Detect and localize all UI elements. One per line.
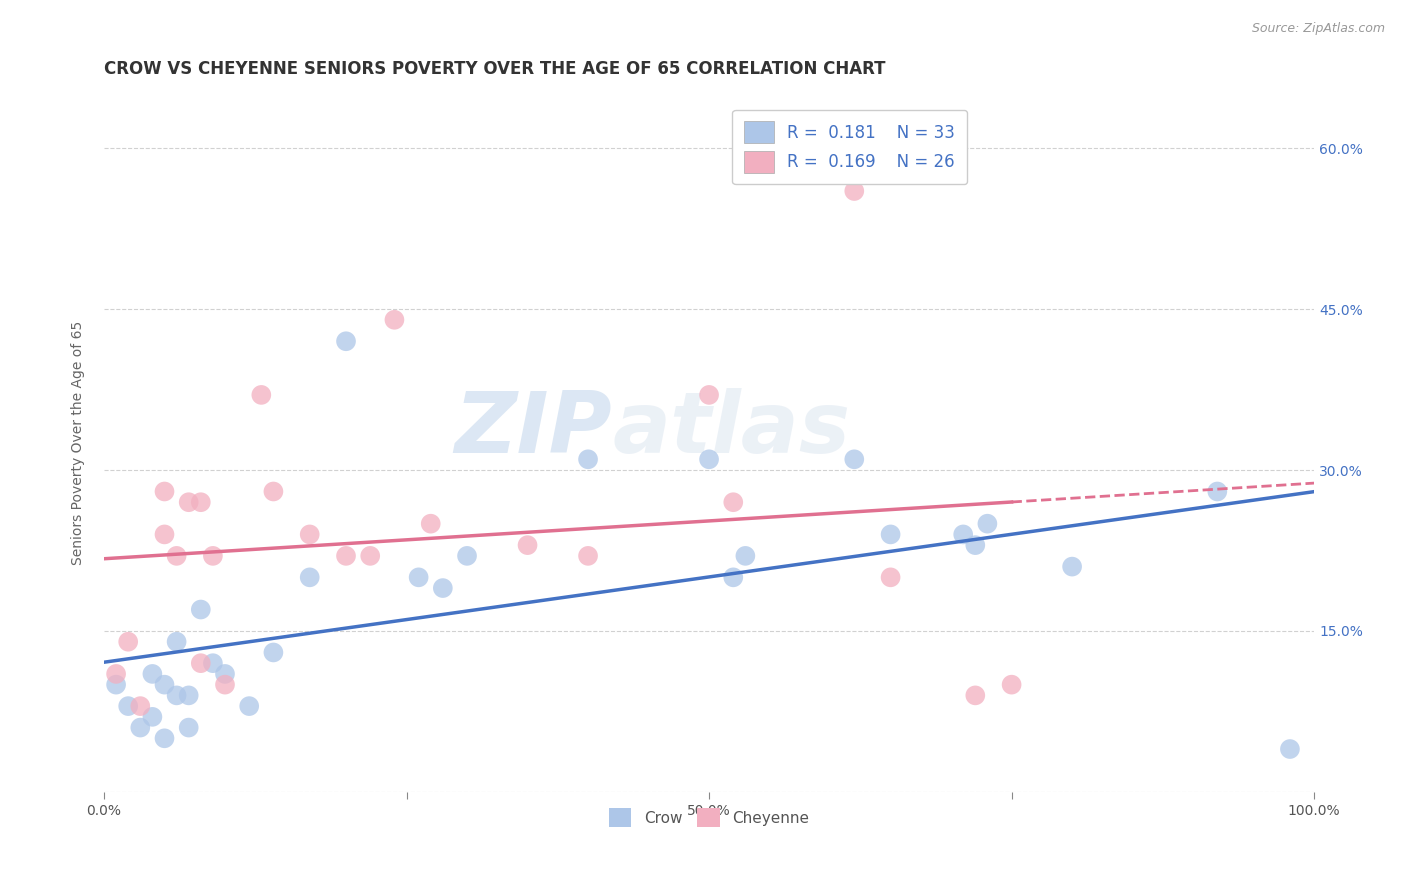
Point <box>177 721 200 735</box>
Point <box>298 570 321 584</box>
Point <box>141 667 163 681</box>
Text: Source: ZipAtlas.com: Source: ZipAtlas.com <box>1251 22 1385 36</box>
Point <box>117 699 139 714</box>
Point <box>844 452 866 467</box>
Point <box>153 731 176 746</box>
Point <box>166 634 188 648</box>
Point <box>105 678 128 692</box>
Point <box>723 495 745 509</box>
Point <box>298 527 321 541</box>
Point <box>952 527 974 541</box>
Text: CROW VS CHEYENNE SENIORS POVERTY OVER THE AGE OF 65 CORRELATION CHART: CROW VS CHEYENNE SENIORS POVERTY OVER TH… <box>104 60 886 78</box>
Point <box>153 678 176 692</box>
Point <box>141 710 163 724</box>
Point <box>201 549 224 563</box>
Point <box>359 549 381 563</box>
Point <box>105 667 128 681</box>
Point <box>965 538 987 552</box>
Point <box>1278 742 1301 756</box>
Point <box>153 484 176 499</box>
Y-axis label: Seniors Poverty Over the Age of 65: Seniors Poverty Over the Age of 65 <box>72 321 86 566</box>
Point <box>384 313 406 327</box>
Point <box>879 527 901 541</box>
Point <box>214 667 236 681</box>
Point <box>335 334 357 349</box>
Point <box>262 484 284 499</box>
Point <box>419 516 441 531</box>
Point <box>879 570 901 584</box>
Legend: Crow, Cheyenne: Crow, Cheyenne <box>602 802 815 833</box>
Point <box>177 689 200 703</box>
Point <box>166 689 188 703</box>
Text: ZIP: ZIP <box>454 388 612 471</box>
Point <box>1206 484 1229 499</box>
Point <box>1000 678 1022 692</box>
Point <box>1062 559 1084 574</box>
Point <box>844 184 866 198</box>
Point <box>214 678 236 692</box>
Point <box>408 570 430 584</box>
Point <box>262 645 284 659</box>
Point <box>335 549 357 563</box>
Point <box>129 699 152 714</box>
Point <box>190 602 212 616</box>
Point <box>576 452 599 467</box>
Point <box>201 656 224 670</box>
Point <box>153 527 176 541</box>
Point <box>723 570 745 584</box>
Point <box>129 721 152 735</box>
Point <box>250 388 273 402</box>
Point <box>117 634 139 648</box>
Point <box>697 452 720 467</box>
Point <box>456 549 478 563</box>
Point <box>190 656 212 670</box>
Text: atlas: atlas <box>612 388 851 471</box>
Point <box>432 581 454 595</box>
Point <box>190 495 212 509</box>
Point <box>576 549 599 563</box>
Point <box>516 538 538 552</box>
Point <box>177 495 200 509</box>
Point <box>976 516 998 531</box>
Point <box>166 549 188 563</box>
Point <box>238 699 260 714</box>
Point <box>734 549 756 563</box>
Point <box>697 388 720 402</box>
Point <box>965 689 987 703</box>
